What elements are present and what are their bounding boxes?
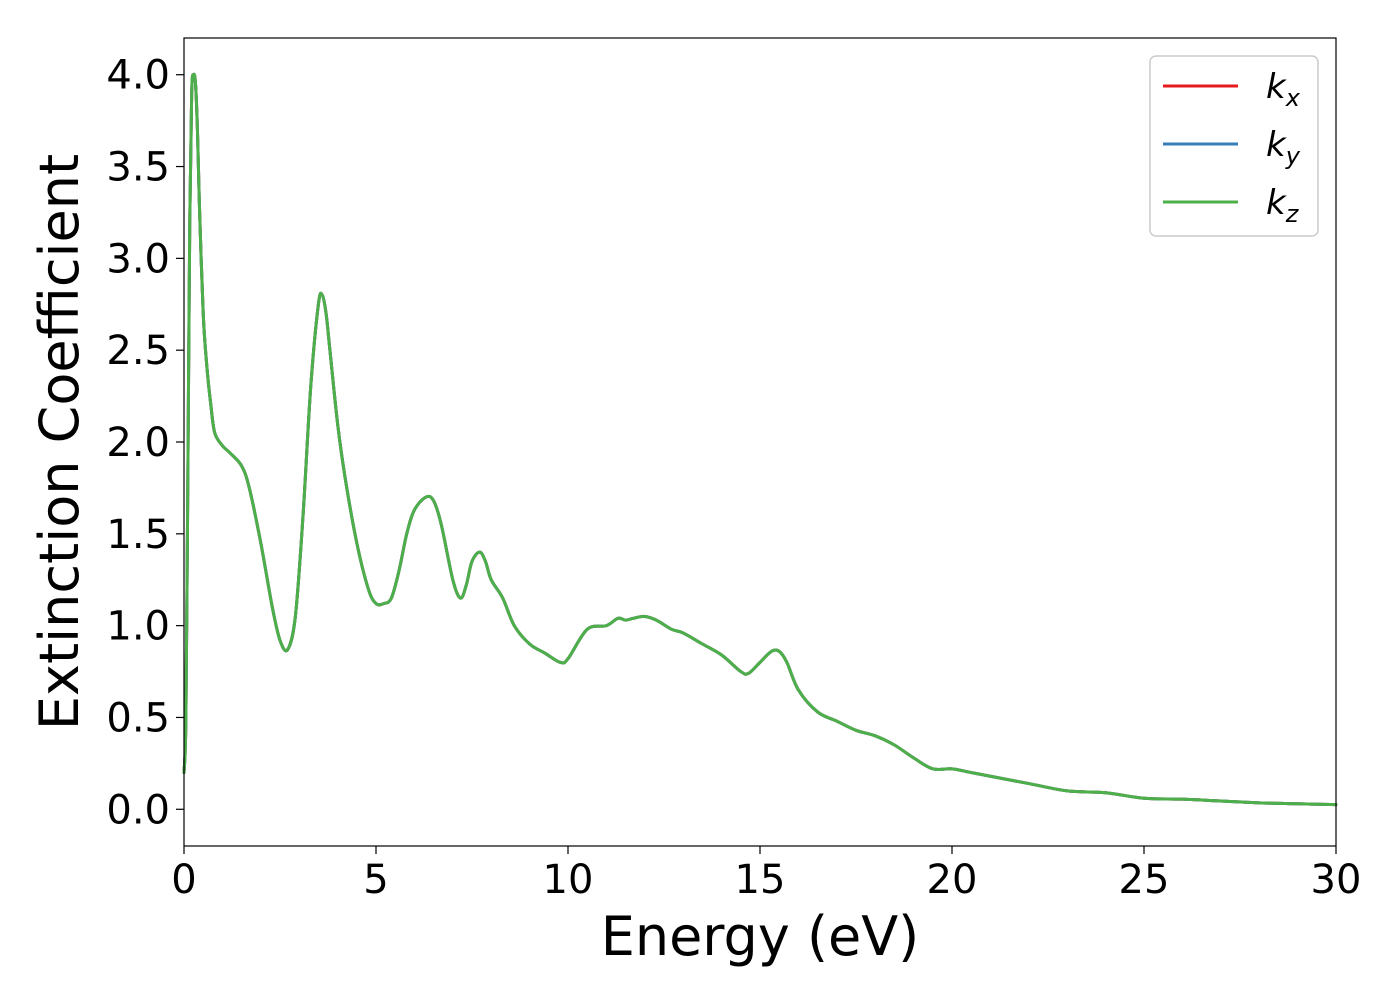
y-tick-label: 2.5 bbox=[106, 328, 170, 374]
y-axis-label: Extinction Coefficient bbox=[28, 154, 91, 730]
series-line-z bbox=[182, 72, 1338, 807]
x-tick-label: 5 bbox=[363, 857, 388, 903]
x-tick-label: 30 bbox=[1311, 857, 1362, 903]
legend: kx ky kz bbox=[1149, 55, 1319, 237]
legend-box bbox=[1149, 55, 1319, 237]
y-tick-label: 4.0 bbox=[106, 53, 170, 99]
x-tick-label: 15 bbox=[735, 857, 786, 903]
x-tick-label: 0 bbox=[171, 857, 196, 903]
x-tick-label: 20 bbox=[927, 857, 978, 903]
axis-ticks: 0 5 10 15 20 25 30 0.0 0.5 1.0 1.5 2.0 2.5 3.0 3.5 4.0 bbox=[106, 53, 1361, 903]
legend-label-x: kx bbox=[1266, 67, 1301, 112]
y-tick-label: 0.5 bbox=[106, 695, 170, 741]
x-axis-label: Energy (eV) bbox=[601, 905, 920, 968]
y-tick-label: 3.0 bbox=[106, 236, 170, 282]
y-tick-label: 2.0 bbox=[106, 420, 170, 466]
legend-label-y: ky bbox=[1266, 125, 1301, 170]
y-tick-label: 1.5 bbox=[106, 512, 170, 558]
legend-label-z: kz bbox=[1266, 183, 1300, 228]
y-tick-label: 3.5 bbox=[106, 145, 170, 191]
plot-area bbox=[182, 72, 1338, 807]
x-tick-label: 10 bbox=[543, 857, 594, 903]
plot-frame bbox=[183, 37, 1337, 847]
y-tick-label: 1.0 bbox=[106, 604, 170, 650]
y-tick-label: 0.0 bbox=[106, 787, 170, 833]
x-tick-label: 25 bbox=[1119, 857, 1170, 903]
